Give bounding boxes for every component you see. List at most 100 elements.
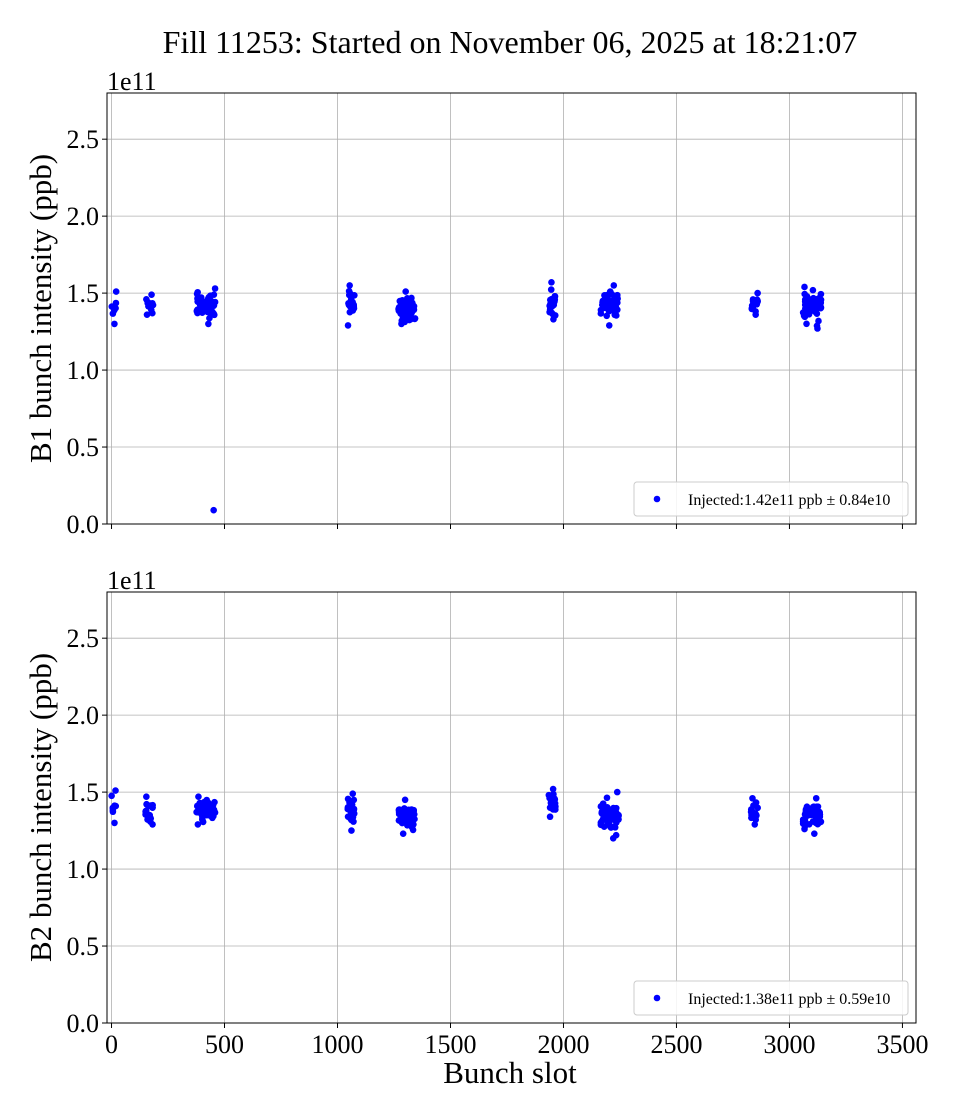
data-point	[395, 305, 402, 313]
data-point	[411, 315, 419, 323]
x-tick-label: 2500	[650, 1030, 702, 1059]
b2-intensity-panel: 0 500 1000 1500 2000 2500 3000 3500 0.0 0.5 1.0 1.5…	[23, 566, 928, 1059]
data-point	[552, 803, 559, 810]
data-point	[112, 787, 119, 794]
x-tick-label: 1500	[424, 1030, 476, 1059]
data-point	[405, 311, 412, 318]
data-point	[110, 307, 118, 314]
data-point	[754, 298, 761, 305]
y-offset-label: 1e11	[107, 67, 157, 96]
data-point	[750, 802, 757, 809]
data-point	[407, 295, 414, 303]
data-point	[109, 808, 117, 816]
x-tick-label: 3500	[876, 1030, 928, 1059]
data-point	[812, 794, 820, 802]
data-point	[108, 792, 115, 800]
data-point	[547, 286, 555, 293]
y-axis-label: B1 bunch intensity (ppb)	[23, 154, 58, 463]
data-point	[605, 299, 612, 307]
data-point	[145, 303, 152, 310]
data-point	[754, 289, 761, 297]
data-point	[546, 813, 554, 821]
data-point	[546, 302, 553, 310]
data-point	[603, 312, 611, 320]
data-point	[193, 808, 200, 816]
data-point	[801, 301, 809, 309]
y-tick-label: 1.5	[67, 778, 100, 807]
data-point	[198, 309, 206, 317]
data-point	[193, 307, 201, 315]
data-point	[813, 803, 821, 810]
data-point	[350, 810, 357, 818]
data-point	[803, 320, 810, 328]
data-point	[199, 814, 206, 821]
data-point	[148, 291, 155, 298]
data-point	[348, 802, 355, 809]
data-point	[350, 818, 357, 825]
data-point	[599, 297, 607, 305]
data-point	[811, 297, 819, 304]
x-axis-label: Bunch slot	[443, 1055, 577, 1090]
y-tick-label: 1.0	[67, 855, 100, 884]
legend-marker	[653, 495, 661, 503]
data-point	[801, 825, 808, 833]
data-point	[752, 811, 760, 819]
data-point	[410, 302, 418, 310]
data-point	[548, 279, 555, 286]
legend-label: Injected:1.38e11 ppb ± 0.59e10	[688, 991, 890, 1008]
data-point	[111, 320, 118, 328]
legend-marker	[653, 994, 661, 1002]
data-point	[211, 285, 219, 292]
data-point	[612, 831, 620, 839]
series-points	[108, 279, 825, 514]
legend-label: Injected:1.42e11 ppb ± 0.84e10	[688, 492, 890, 509]
y-tick-label: 0.0	[67, 1009, 100, 1038]
data-point	[398, 812, 406, 820]
data-point	[111, 819, 118, 827]
data-point	[748, 808, 755, 815]
data-point	[211, 311, 218, 319]
data-point	[601, 816, 609, 823]
data-point	[112, 288, 120, 295]
data-point	[210, 806, 218, 814]
data-point	[206, 812, 214, 819]
data-point	[749, 794, 756, 802]
y-tick-label: 1.0	[67, 356, 100, 385]
data-point	[147, 818, 154, 826]
data-point	[401, 796, 409, 804]
data-point	[194, 296, 202, 304]
y-tick-label: 0.5	[67, 932, 100, 961]
data-point	[346, 282, 353, 289]
data-point	[112, 299, 120, 307]
data-point	[204, 804, 212, 812]
axes-frame	[106, 591, 917, 1024]
data-point	[615, 815, 622, 823]
legend: Injected:1.38e11 ppb ± 0.59e10	[633, 980, 909, 1016]
grid-lines	[107, 93, 916, 525]
grid-lines	[107, 592, 916, 1024]
data-point	[404, 809, 411, 817]
axes-frame	[106, 92, 917, 525]
data-point	[111, 802, 118, 809]
data-point	[395, 806, 403, 814]
data-point	[409, 819, 416, 826]
figure-title: Fill 11253: Started on November 06, 2025…	[163, 24, 858, 60]
data-point	[549, 785, 557, 793]
y-tick-label: 2.5	[67, 624, 100, 653]
data-point	[815, 317, 822, 325]
y-tick-label: 2.0	[67, 202, 100, 231]
data-point	[603, 794, 611, 802]
data-point	[349, 790, 357, 797]
data-point	[812, 813, 820, 821]
data-point	[611, 311, 619, 319]
data-point	[398, 317, 406, 325]
data-point	[545, 791, 553, 799]
data-point	[801, 283, 808, 291]
x-tick-label: 2000	[537, 1030, 589, 1059]
data-point	[748, 814, 755, 822]
data-point	[551, 293, 559, 300]
series-points	[108, 785, 825, 842]
data-point	[604, 809, 611, 817]
